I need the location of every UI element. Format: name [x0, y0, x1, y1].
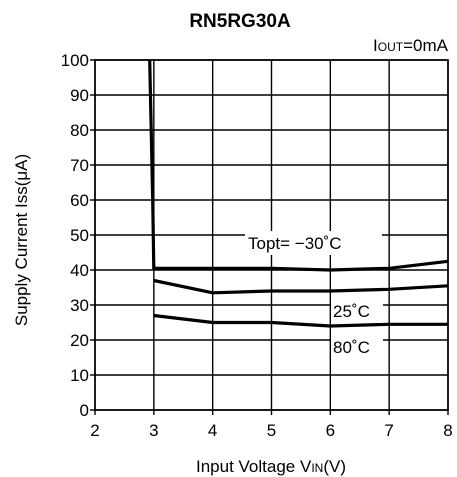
- x-tick-label: 3: [149, 421, 158, 440]
- annotation-25c-bg: [331, 299, 383, 323]
- y-tick-label: 60: [70, 191, 89, 210]
- condition-label: IOUT=0mA: [373, 36, 449, 55]
- annotation-topt-text: Topt= −30˚C: [248, 234, 342, 253]
- x-axis-label: Input Voltage VIN(V): [196, 457, 346, 476]
- x-axis-label-main: Input Voltage V: [196, 457, 312, 476]
- y-tick-label: 70: [70, 156, 89, 175]
- annotation-topt: Topt= −30˚C: [245, 231, 382, 255]
- y-tick-label: 40: [70, 261, 89, 280]
- x-tick-label: 4: [208, 421, 217, 440]
- condition-sub: OUT: [378, 40, 404, 54]
- y-tick-label: 0: [80, 401, 89, 420]
- x-tick-label: 8: [443, 421, 452, 440]
- y-tick-label: 10: [70, 366, 89, 385]
- y-tick-label: 90: [70, 86, 89, 105]
- annotation-topt-bg: [245, 231, 382, 255]
- series-line-80c: [153, 313, 448, 328]
- annotation-80c: 80˚C: [331, 335, 383, 359]
- annotation-25c-text: 25˚C: [333, 302, 370, 321]
- y-axis-label: Supply Current Iss(μA): [12, 154, 31, 326]
- plot-frame: [94, 59, 449, 411]
- y-tick-label: 30: [70, 296, 89, 315]
- y-tick-labels: 0 10 20 30 40 50 60 70 80 90 100: [61, 51, 89, 420]
- y-tick-label: 100: [61, 51, 89, 70]
- x-tick-label: 7: [384, 421, 393, 440]
- y-tick-label: 50: [70, 226, 89, 245]
- annotation-80c-bg: [331, 335, 383, 359]
- x-tick-labels: 2 3 4 5 6 7 8: [90, 421, 452, 440]
- x-tick-label: 2: [90, 421, 99, 440]
- chart-title: RN5RG30A: [189, 11, 291, 32]
- x-axis-label-rest: (V): [323, 457, 346, 476]
- x-axis-label-sub: IN: [311, 461, 323, 475]
- annotation-80c-text: 80˚C: [333, 338, 370, 357]
- annotation-25c: 25˚C: [331, 299, 383, 323]
- condition-main: I: [373, 36, 378, 55]
- x-tick-label: 6: [326, 421, 335, 440]
- x-tick-label: 5: [267, 421, 276, 440]
- series-line-minus30c: [148, 59, 449, 272]
- y-tick-label: 20: [70, 331, 89, 350]
- series-line-25c: [153, 278, 449, 295]
- y-tick-label: 80: [70, 121, 89, 140]
- series-lines: [148, 59, 449, 328]
- condition-rest: =0mA: [403, 36, 449, 55]
